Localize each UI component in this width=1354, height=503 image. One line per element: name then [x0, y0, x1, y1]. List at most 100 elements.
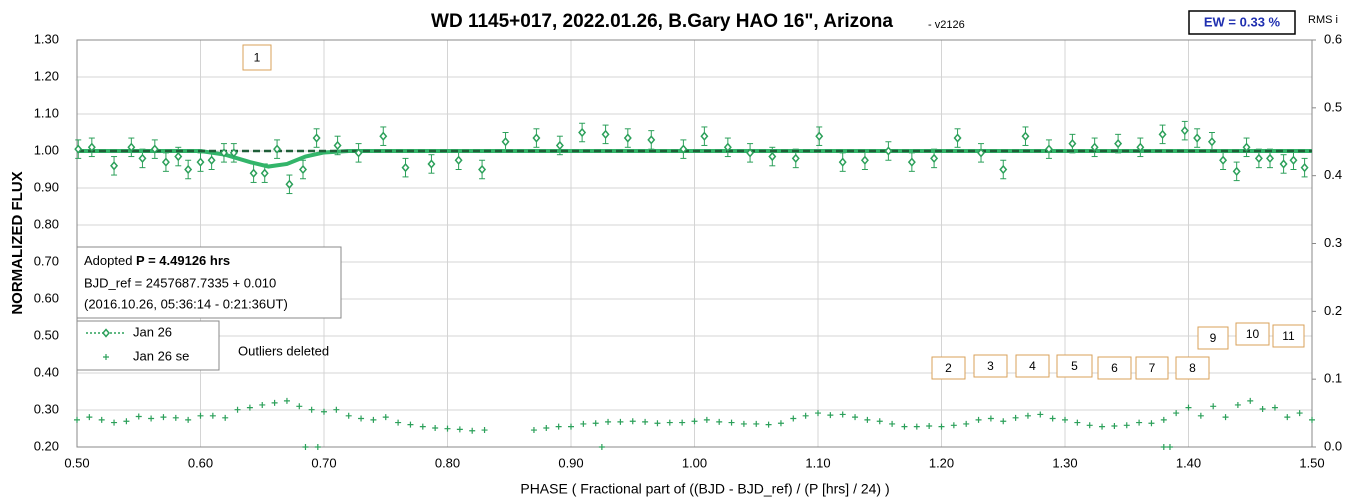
y-tick-label: 1.20 [34, 68, 59, 83]
data-point [578, 127, 587, 138]
data-point [555, 140, 564, 151]
marker-box [1097, 356, 1132, 380]
data-point [827, 412, 834, 419]
data-point [1222, 414, 1229, 421]
x-tick-label: 1.30 [1052, 455, 1077, 470]
data-point [312, 133, 321, 143]
data-point [1207, 137, 1216, 147]
data-point [1099, 423, 1106, 430]
data-point [395, 419, 402, 426]
data-point [598, 444, 605, 450]
data-point [1136, 142, 1145, 152]
data-point [987, 415, 994, 422]
note: Outliers deleted [238, 343, 329, 358]
x-tick-label: 1.00 [682, 455, 707, 470]
data-point [249, 168, 258, 178]
data-point [864, 416, 871, 423]
data-point [1197, 412, 1204, 419]
x-tick-label: 0.70 [311, 455, 336, 470]
data-point [1309, 416, 1315, 423]
data-point [333, 406, 340, 413]
legend-label: Jan 26 se [133, 348, 189, 363]
x-tick-label: 0.80 [435, 455, 460, 470]
info-line: Adopted P = 4.49126 hrs [84, 253, 230, 268]
x-axis-label: PHASE ( Fractional part of ((BJD - BJD_r… [520, 481, 889, 497]
data-point [623, 133, 632, 143]
marker-label: 9 [1210, 331, 1217, 345]
info-prefix: Adopted [84, 253, 136, 268]
data-point [501, 137, 510, 147]
data-point [432, 425, 439, 432]
data-point [791, 153, 800, 164]
data-point [1210, 403, 1217, 410]
data-point [568, 423, 574, 430]
data-point [345, 412, 352, 419]
data-point [926, 422, 933, 429]
data-point [314, 444, 321, 450]
data-point [1037, 411, 1044, 418]
data-point [382, 414, 389, 421]
info-line: BJD_ref = 2457687.7335 + 0.010 [84, 275, 276, 290]
data-point [150, 144, 159, 154]
data-point [135, 413, 142, 420]
marker-box [931, 356, 966, 380]
marker-box [1175, 356, 1210, 380]
data-point [419, 423, 426, 430]
data-point [654, 420, 661, 427]
data-point [333, 140, 342, 151]
y-tick-label: 0.20 [34, 438, 59, 453]
y2-tick-label: 0.4 [1324, 167, 1342, 182]
data-point [478, 164, 487, 175]
data-point [629, 418, 636, 425]
data-point [379, 131, 388, 141]
marker-label: 2 [945, 361, 952, 375]
data-point [753, 420, 760, 427]
data-point [222, 414, 229, 421]
data-point [1024, 412, 1031, 419]
data-point [860, 155, 869, 165]
marker-label: 7 [1149, 361, 1156, 375]
y-tick-label: 0.30 [34, 401, 59, 416]
legend-label: Jan 26 [133, 324, 172, 339]
data-point [161, 157, 170, 167]
data-point [746, 148, 755, 158]
data-point [185, 416, 192, 423]
data-point [123, 418, 130, 425]
data-point [1074, 419, 1081, 426]
data-point [1247, 397, 1254, 404]
data-point [938, 423, 945, 430]
data-point [138, 153, 147, 164]
data-point [283, 397, 290, 404]
data-point [953, 133, 962, 143]
data-point [543, 425, 550, 432]
data-point [285, 179, 294, 189]
data-point [930, 153, 939, 164]
data-point [768, 151, 777, 162]
data-point [815, 410, 821, 417]
data-point [884, 146, 893, 156]
y-tick-label: 1.30 [34, 31, 59, 46]
y2-tick-label: 0.5 [1324, 99, 1342, 114]
data-point [148, 415, 155, 422]
data-point [815, 131, 824, 141]
data-point [401, 162, 410, 173]
data-point [1279, 159, 1288, 169]
y2-tick-label: 0.0 [1324, 438, 1342, 453]
data-point [1160, 416, 1167, 423]
data-point [1086, 422, 1093, 429]
data-point [679, 144, 688, 154]
data-point [765, 421, 772, 428]
data-point [111, 419, 118, 426]
data-point [1271, 404, 1278, 411]
y-tick-label: 0.80 [34, 216, 59, 231]
data-point [950, 422, 957, 429]
data-point [321, 408, 327, 415]
x-tick-label: 1.20 [929, 455, 954, 470]
data-point [580, 420, 587, 427]
marker-label: 3 [987, 359, 994, 373]
y-tick-label: 1.00 [34, 142, 59, 157]
data-point [196, 157, 205, 167]
marker-box [1197, 326, 1229, 350]
chart-title: WD 1145+017, 2022.01.26, B.Gary HAO 16",… [431, 11, 893, 32]
data-point [1049, 415, 1056, 422]
